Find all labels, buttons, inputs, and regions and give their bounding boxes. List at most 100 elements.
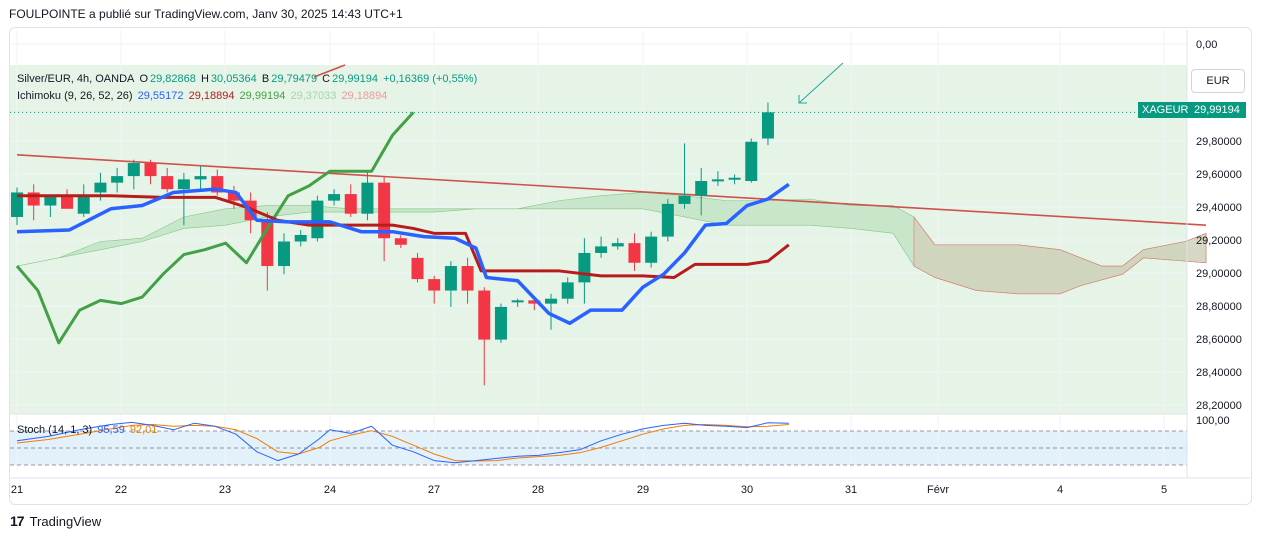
x-tick-label: 5 xyxy=(1161,484,1167,496)
candle-body xyxy=(478,290,491,340)
y-tick-label: 29,00000 xyxy=(1196,268,1242,280)
candle-body xyxy=(177,179,190,190)
y-tick-label: 29,40000 xyxy=(1196,202,1242,214)
stoch-name: Stoch (14, 1, 3) xyxy=(17,424,93,436)
legend-change: +0,16369 (+0,55%) xyxy=(383,73,478,85)
candle-body xyxy=(461,266,474,291)
candle-body xyxy=(745,141,758,182)
x-tick-label: 31 xyxy=(845,484,857,496)
candle-body xyxy=(528,300,541,304)
candle-body xyxy=(344,194,357,214)
y-tick-label: 0,00 xyxy=(1196,39,1217,51)
kijun-sen-line xyxy=(17,194,790,279)
arrow-annotation-head xyxy=(798,95,807,104)
candle-body xyxy=(561,282,574,299)
candle-body xyxy=(678,195,691,204)
x-tick-label: Févr xyxy=(927,484,949,496)
candle-body xyxy=(11,192,23,217)
candle-body xyxy=(111,176,124,183)
candle-body xyxy=(278,241,291,267)
candle-body xyxy=(328,194,341,201)
candle-body xyxy=(94,182,107,193)
legend-close-label: C xyxy=(322,73,331,85)
footer-brand: TradingView xyxy=(29,513,102,529)
ichimoku-cloud-bearish xyxy=(913,216,1207,295)
candle-body xyxy=(194,176,207,180)
y-tick-label: 28,20000 xyxy=(1196,400,1242,412)
candle-body xyxy=(77,195,90,214)
legend-high-label: H xyxy=(200,73,209,85)
y-tick-label: 29,60000 xyxy=(1196,169,1242,181)
ichimoku-tenkan-value: 29,55172 xyxy=(137,90,184,102)
ichimoku-spanb-value: 29,18894 xyxy=(341,90,388,102)
candle-body xyxy=(695,181,708,196)
candle-body xyxy=(511,300,524,303)
candle-body xyxy=(761,112,774,139)
legend-open: 29,82868 xyxy=(150,73,196,85)
ichimoku-chikou-value: 29,99194 xyxy=(239,90,286,102)
chikou-span-line xyxy=(15,111,415,345)
currency-label: EUR xyxy=(1206,75,1230,87)
trendline xyxy=(16,154,1207,226)
x-tick-label: 29 xyxy=(637,484,649,496)
chart-frame xyxy=(9,27,1252,505)
stoch-legend: Stoch (14, 1, 3) 95,59 92,01 xyxy=(17,424,159,436)
candle-body xyxy=(428,279,441,291)
candle-body xyxy=(444,266,457,291)
stoch-d-line xyxy=(16,424,789,462)
ichimoku-legend: Ichimoku (9, 26, 52, 26) 29,55172 29,188… xyxy=(17,90,389,102)
y-tick-label: 29,20000 xyxy=(1196,235,1242,247)
candle-body xyxy=(361,182,374,214)
candle-body xyxy=(161,176,174,190)
stoch-k-value: 95,59 xyxy=(97,424,125,436)
candle-body xyxy=(44,195,57,206)
candle-body xyxy=(611,243,624,247)
candle-body xyxy=(645,236,658,263)
last-price-label: 29,99194 xyxy=(1194,104,1240,116)
main-legend: Silver/EUR, 4h, OANDA O 29,82868 H 30,0536… xyxy=(17,73,479,85)
candle-body xyxy=(545,298,558,304)
legend-close: 29,99194 xyxy=(332,73,378,85)
tenkan-sen-line xyxy=(16,182,790,325)
y-tick-label: 28,40000 xyxy=(1196,367,1242,379)
candle-body xyxy=(628,243,641,263)
candle-body xyxy=(127,163,140,177)
tradingview-logo-icon: 17 xyxy=(10,513,25,529)
y-tick-label: 28,60000 xyxy=(1196,334,1242,346)
candle-body xyxy=(394,238,407,245)
candle-body xyxy=(294,234,307,242)
candle-body xyxy=(378,182,391,239)
candle-body xyxy=(411,257,424,280)
stoch-d-value: 92,01 xyxy=(129,424,158,436)
candle-body xyxy=(595,246,608,253)
footer: 17 TradingView xyxy=(10,513,101,529)
candle-body xyxy=(227,192,240,201)
last-price-tag: 29,99194 xyxy=(1190,102,1246,118)
candle-body xyxy=(728,177,741,180)
x-tick-label: 22 xyxy=(115,484,127,496)
ichimoku-kijun-value: 29,18894 xyxy=(188,90,235,102)
candle-body xyxy=(311,200,324,239)
ichimoku-name: Ichimoku (9, 26, 52, 26) xyxy=(17,90,133,102)
currency-selector[interactable]: EUR xyxy=(1191,69,1245,93)
legend-low-label: B xyxy=(261,73,270,85)
arrow-annotation xyxy=(798,62,844,104)
y-tick-label: 28,80000 xyxy=(1196,301,1242,313)
candle-body xyxy=(494,306,507,340)
symbol-tag-label: XAGEUR xyxy=(1142,104,1189,116)
publish-header: FOULPOINTE a publié sur TradingView.com,… xyxy=(9,7,403,21)
candle-body xyxy=(144,163,157,177)
x-tick-label: 30 xyxy=(741,484,753,496)
candle-body xyxy=(711,179,724,182)
ichimoku-spana-value: 29,37033 xyxy=(290,90,337,102)
stoch-y-tick-label: 100,00 xyxy=(1196,415,1230,427)
stoch-k-line xyxy=(16,421,789,464)
x-tick-label: 24 xyxy=(324,484,336,496)
candle-body xyxy=(661,203,674,237)
x-tick-label: 21 xyxy=(11,484,23,496)
legend-symbol: Silver/EUR, 4h, OANDA xyxy=(17,73,135,85)
x-tick-label: 23 xyxy=(219,484,231,496)
x-tick-label: 27 xyxy=(428,484,440,496)
y-tick-label: 29,80000 xyxy=(1196,136,1242,148)
